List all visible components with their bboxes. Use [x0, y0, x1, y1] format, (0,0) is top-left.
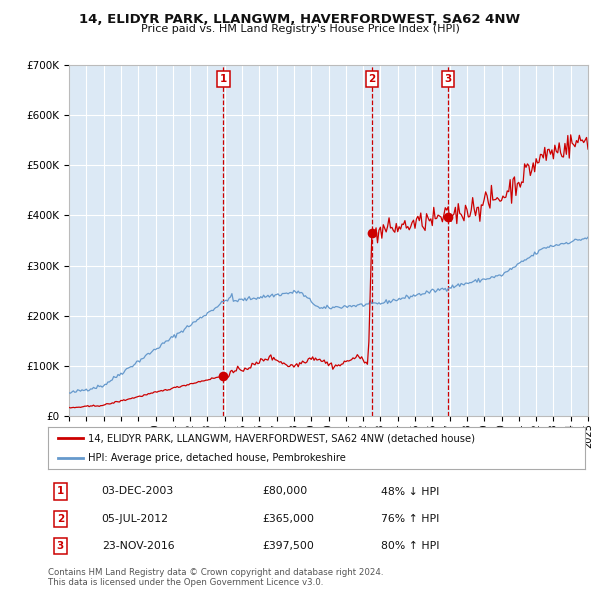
- Text: 14, ELIDYR PARK, LLANGWM, HAVERFORDWEST, SA62 4NW (detached house): 14, ELIDYR PARK, LLANGWM, HAVERFORDWEST,…: [88, 433, 475, 443]
- Text: 05-JUL-2012: 05-JUL-2012: [102, 514, 169, 524]
- Text: £365,000: £365,000: [263, 514, 315, 524]
- Text: 48% ↓ HPI: 48% ↓ HPI: [381, 487, 439, 496]
- Text: Price paid vs. HM Land Registry's House Price Index (HPI): Price paid vs. HM Land Registry's House …: [140, 24, 460, 34]
- Text: 03-DEC-2003: 03-DEC-2003: [102, 487, 174, 496]
- Text: 23-NOV-2016: 23-NOV-2016: [102, 541, 175, 551]
- Text: 1: 1: [220, 74, 227, 84]
- Text: 1: 1: [57, 487, 64, 496]
- Text: 80% ↑ HPI: 80% ↑ HPI: [381, 541, 439, 551]
- Text: £397,500: £397,500: [263, 541, 314, 551]
- Text: 3: 3: [444, 74, 451, 84]
- Text: Contains HM Land Registry data © Crown copyright and database right 2024.
This d: Contains HM Land Registry data © Crown c…: [48, 568, 383, 587]
- Text: 3: 3: [57, 541, 64, 551]
- Text: 14, ELIDYR PARK, LLANGWM, HAVERFORDWEST, SA62 4NW: 14, ELIDYR PARK, LLANGWM, HAVERFORDWEST,…: [79, 13, 521, 26]
- Text: 76% ↑ HPI: 76% ↑ HPI: [381, 514, 439, 524]
- Text: 2: 2: [368, 74, 376, 84]
- Text: 2: 2: [57, 514, 64, 524]
- Text: HPI: Average price, detached house, Pembrokeshire: HPI: Average price, detached house, Pemb…: [88, 453, 346, 463]
- Text: £80,000: £80,000: [263, 487, 308, 496]
